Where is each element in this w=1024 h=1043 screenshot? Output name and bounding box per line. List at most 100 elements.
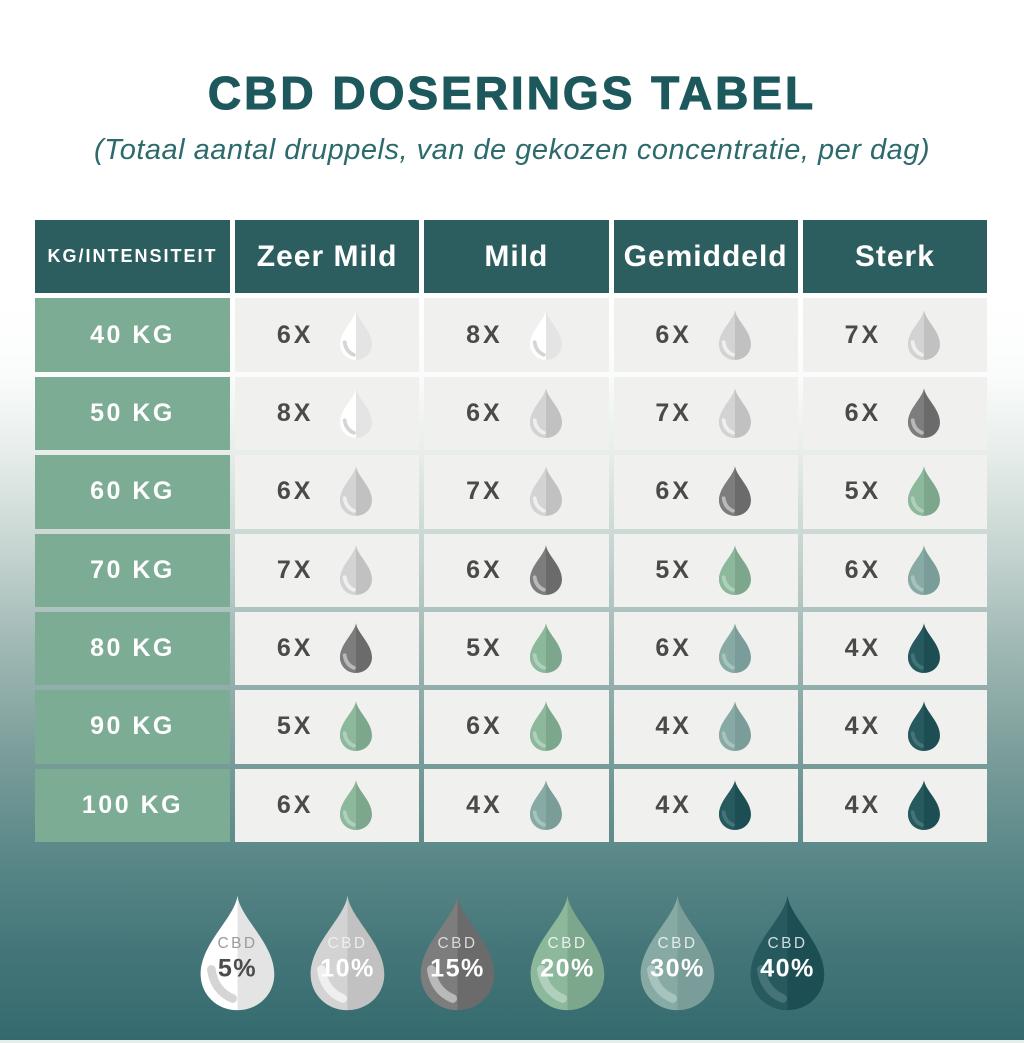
row-label-70-kg: 70 KG	[35, 533, 230, 607]
legend-percent-value: 40%	[760, 954, 815, 982]
drop-count: 6X	[276, 790, 314, 819]
legend-item-cbd-15: CBD 15%	[409, 893, 506, 1015]
drop-icon	[718, 309, 751, 360]
drop-icon: CBD 10%	[310, 895, 384, 1011]
dose-cell-90-kg-zeer-mild: 5X	[235, 690, 420, 764]
dose-cell-90-kg-mild: 6X	[424, 690, 609, 764]
header-gemiddeld: Gemiddeld	[613, 220, 798, 294]
header-kg-intensiteit: KG/INTENSITEIT	[35, 220, 230, 294]
dose-cell-60-kg-sterk: 5X	[802, 455, 987, 529]
dose-cell-40-kg-sterk: 7X	[802, 298, 987, 372]
drop-icon	[718, 544, 751, 595]
concentration-legend: CBD 5% CBD 10% CBD 15% CBD 20% CBD 30%	[0, 893, 1024, 1015]
drop-count: 4X	[844, 712, 882, 741]
drop-count: 6X	[276, 477, 314, 506]
drop-count: 6X	[844, 555, 882, 584]
dose-cell-50-kg-mild: 6X	[424, 376, 609, 451]
drop-icon: CBD 40%	[750, 895, 824, 1011]
dose-cell-100-kg-gemiddeld: 4X	[613, 768, 798, 842]
drop-count: 8X	[466, 320, 503, 349]
dose-cell-100-kg-zeer-mild: 6X	[235, 768, 420, 842]
header-sterk: Sterk	[802, 220, 987, 294]
dose-cell-70-kg-sterk: 6X	[802, 533, 987, 607]
drop-count: 6X	[655, 477, 692, 506]
row-label-80-kg: 80 KG	[35, 611, 230, 686]
dosing-table: KG/INTENSITEIT Zeer Mild Mild Gemiddeld …	[35, 220, 987, 842]
drop-icon	[908, 388, 941, 438]
dose-cell-90-kg-gemiddeld: 4X	[613, 690, 798, 764]
dose-cell-50-kg-sterk: 6X	[802, 376, 987, 451]
header-mild: Mild	[424, 220, 609, 294]
drop-count: 6X	[466, 555, 503, 584]
drop-count: 7X	[844, 320, 882, 349]
drop-icon	[529, 623, 562, 673]
drop-icon	[718, 466, 751, 517]
drop-icon	[718, 623, 751, 673]
drop-count: 4X	[466, 790, 503, 819]
drop-count: 7X	[655, 398, 692, 427]
legend-item-cbd-5: CBD 5%	[189, 893, 286, 1015]
legend-item-cbd-20: CBD 20%	[519, 893, 616, 1015]
legend-item-cbd-40: CBD 40%	[739, 893, 836, 1015]
drop-count: 5X	[844, 477, 882, 506]
drop-icon	[718, 780, 751, 830]
drop-count: 5X	[276, 712, 314, 741]
legend-cbd-label: CBD	[547, 935, 587, 952]
row-label-100-kg: 100 KG	[35, 768, 230, 842]
legend-cbd-label: CBD	[327, 935, 367, 952]
row-label-40-kg: 40 KG	[35, 298, 230, 372]
header-zeer-mild: Zeer Mild	[235, 220, 420, 294]
drop-icon	[340, 623, 373, 673]
dose-cell-80-kg-mild: 5X	[424, 611, 609, 686]
legend-percent-value: 15%	[430, 954, 485, 982]
legend-item-cbd-10: CBD 10%	[299, 893, 396, 1015]
drop-count: 6X	[466, 712, 503, 741]
dose-cell-80-kg-gemiddeld: 6X	[613, 611, 798, 686]
dose-cell-50-kg-zeer-mild: 8X	[235, 376, 420, 451]
drop-icon	[340, 388, 373, 438]
row-label-90-kg: 90 KG	[35, 690, 230, 764]
drop-count: 5X	[466, 634, 503, 663]
drop-count: 8X	[276, 398, 314, 427]
row-label-50-kg: 50 KG	[35, 376, 230, 451]
drop-icon	[529, 309, 562, 360]
drop-count: 6X	[276, 634, 314, 663]
drop-icon: CBD 5%	[200, 895, 274, 1011]
drop-count: 4X	[655, 712, 692, 741]
dose-cell-60-kg-mild: 7X	[424, 455, 609, 529]
row-label-60-kg: 60 KG	[35, 455, 230, 529]
legend-percent-value: 10%	[320, 954, 375, 982]
drop-count: 7X	[466, 477, 503, 506]
drop-icon	[340, 701, 373, 752]
drop-icon: CBD 30%	[640, 895, 714, 1011]
dose-cell-70-kg-gemiddeld: 5X	[613, 533, 798, 607]
legend-item-cbd-30: CBD 30%	[629, 893, 726, 1015]
drop-count: 6X	[844, 398, 882, 427]
drop-icon	[718, 388, 751, 438]
page-subtitle: (Totaal aantal druppels, van de gekozen …	[93, 134, 931, 166]
dose-cell-50-kg-gemiddeld: 7X	[613, 376, 798, 451]
dose-cell-100-kg-sterk: 4X	[802, 768, 987, 842]
drop-count: 6X	[276, 320, 314, 349]
legend-cbd-label: CBD	[657, 935, 697, 952]
dose-cell-40-kg-gemiddeld: 6X	[613, 298, 798, 372]
legend-percent-value: 5%	[217, 954, 256, 982]
dose-cell-40-kg-mild: 8X	[424, 298, 609, 372]
drop-icon	[529, 701, 562, 752]
drop-icon: CBD 15%	[420, 895, 494, 1011]
drop-count: 6X	[655, 320, 692, 349]
drop-count: 4X	[844, 634, 882, 663]
dose-cell-90-kg-sterk: 4X	[802, 690, 987, 764]
page-title: CBD DOSERINGS TABEL	[207, 66, 817, 119]
dose-cell-80-kg-sterk: 4X	[802, 611, 987, 686]
dose-cell-70-kg-mild: 6X	[424, 533, 609, 607]
drop-icon	[529, 388, 562, 438]
legend-cbd-label: CBD	[437, 935, 477, 952]
drop-icon	[908, 701, 941, 752]
drop-icon	[908, 780, 941, 830]
dose-cell-40-kg-zeer-mild: 6X	[235, 298, 420, 372]
drop-icon	[908, 309, 941, 360]
drop-icon	[340, 780, 373, 830]
dose-cell-100-kg-mild: 4X	[424, 768, 609, 842]
drop-icon	[529, 466, 562, 517]
